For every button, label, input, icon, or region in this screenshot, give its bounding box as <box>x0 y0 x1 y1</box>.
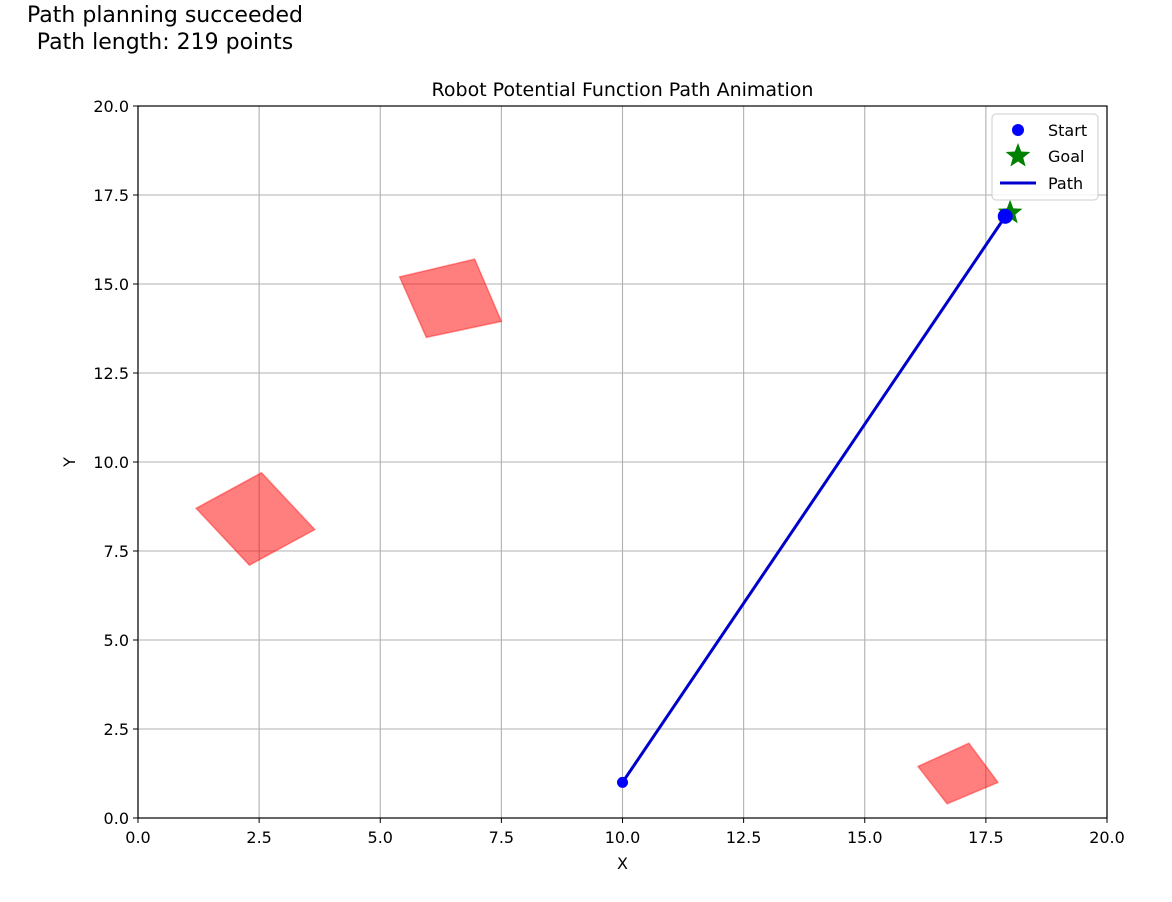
start-marker <box>617 776 628 788</box>
path-length-line: Path length: 219 points <box>36 30 294 55</box>
obstacle-polygon <box>916 742 1000 805</box>
y-tick-label: 12.5 <box>93 364 129 383</box>
chart-title: Robot Potential Function Path Animation <box>432 79 814 101</box>
legend-label: Path <box>1048 174 1083 193</box>
x-tick-label: 0.0 <box>125 828 150 847</box>
x-tick-label: 15.0 <box>847 828 883 847</box>
legend-goal-swatch <box>1005 143 1031 167</box>
x-tick-label: 5.0 <box>368 828 393 847</box>
y-tick-label: 0.0 <box>104 809 129 828</box>
y-axis-ticks: 0.0 2.5 5.0 7.5 10.0 12.5 15.0 17.5 20.0 <box>93 97 138 828</box>
x-tick-label: 12.5 <box>726 828 762 847</box>
y-axis-label: Y <box>60 457 79 468</box>
legend-label: Goal <box>1048 147 1084 166</box>
x-tick-label: 17.5 <box>968 828 1004 847</box>
y-tick-label: 2.5 <box>104 720 129 739</box>
x-tick-label: 7.5 <box>489 828 514 847</box>
y-tick-label: 5.0 <box>104 631 129 650</box>
robot-position-marker <box>997 208 1013 224</box>
y-tick-label: 17.5 <box>93 186 129 205</box>
legend-label: Start <box>1048 121 1087 140</box>
status-line: Path planning succeeded <box>27 3 303 28</box>
obstacle-polygon <box>398 258 503 339</box>
x-tick-label: 20.0 <box>1089 828 1125 847</box>
figure-suptitle: Path planning succeeded Path length: 219… <box>0 2 330 56</box>
x-axis-ticks: 0.0 2.5 5.0 7.5 10.0 12.5 15.0 17.5 20.0 <box>125 818 1125 847</box>
y-tick-label: 15.0 <box>93 275 129 294</box>
y-tick-label: 10.0 <box>93 453 129 472</box>
obstacle-polygon <box>194 471 317 567</box>
path-line <box>621 214 1007 784</box>
legend-start-swatch <box>1012 124 1024 136</box>
grid-lines <box>137 105 1108 819</box>
series-layer <box>617 199 1023 788</box>
legend: Start Goal Path <box>991 113 1099 201</box>
y-tick-label: 20.0 <box>93 97 129 116</box>
x-tick-label: 10.0 <box>605 828 641 847</box>
x-tick-label: 2.5 <box>246 828 271 847</box>
x-axis-label: X <box>617 854 628 873</box>
y-tick-label: 7.5 <box>104 542 129 561</box>
obstacles <box>194 258 1000 805</box>
